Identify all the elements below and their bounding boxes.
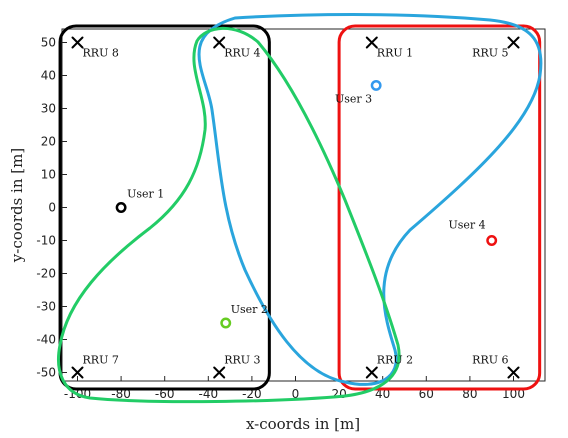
user-marker: User 1: [115, 188, 164, 213]
user-dot: [220, 317, 232, 329]
x-axis-label: x-coords in [m]: [246, 415, 360, 433]
rru-marker: RRU 3: [213, 354, 261, 379]
rru-marker: RRU 6: [472, 354, 520, 379]
rru-label: RRU 6: [472, 354, 508, 367]
user-label: User 1: [127, 188, 164, 201]
x-marker: [213, 366, 226, 379]
y-tick-label: 40: [41, 69, 56, 83]
x-tick-label: 20: [331, 387, 346, 401]
rru-marker: RRU 1: [365, 36, 413, 60]
x-marker: [507, 366, 520, 379]
user-dot: [486, 235, 498, 246]
user-label: User 3: [335, 92, 372, 105]
cluster-red-outline: [337, 24, 542, 391]
user-marker: User 4: [449, 219, 498, 246]
y-tick-label: -50: [36, 366, 56, 380]
y-tick-label: 50: [41, 36, 56, 50]
rru-label: RRU 1: [377, 47, 413, 60]
cluster-black-outline: [58, 24, 271, 391]
rru-label: RRU 3: [224, 354, 260, 367]
rru-marker: RRU 4: [213, 36, 261, 60]
x-marker: [71, 36, 84, 49]
y-tick-label: -30: [36, 300, 56, 314]
y-axis-label: y-coords in [m]: [8, 148, 26, 263]
rru-label: RRU 4: [224, 47, 260, 60]
user-dot: [370, 79, 382, 91]
y-tick-label: 0: [48, 201, 56, 215]
y-tick-label: 20: [41, 135, 56, 149]
x-marker: [213, 36, 226, 49]
y-tick-label: -20: [36, 267, 56, 281]
y-tick-label: 10: [41, 168, 56, 182]
rru-label: RRU 7: [83, 354, 119, 367]
rru-marker: RRU 5: [472, 36, 520, 60]
rru-marker: RRU 8: [71, 36, 119, 60]
plot-frame: [61, 28, 546, 382]
y-tick-label: -10: [36, 234, 56, 248]
cluster-green-outline: [57, 26, 401, 404]
user-label: User 4: [449, 219, 486, 232]
x-tick-label: 0: [292, 387, 300, 401]
user-label: User 2: [231, 303, 268, 316]
rru-label: RRU 5: [472, 47, 508, 60]
user-markers: User 1 User 2 User 3 User 4: [115, 79, 498, 329]
user-marker: User 2: [220, 303, 268, 329]
y-tick-label: -40: [36, 333, 56, 347]
rru-marker: RRU 2: [365, 354, 413, 379]
rru-label: RRU 2: [377, 354, 413, 367]
x-marker: [365, 366, 378, 379]
cluster-outlines: [57, 13, 543, 404]
x-marker: [71, 366, 84, 379]
x-marker: [507, 36, 520, 49]
x-marker: [365, 36, 378, 49]
user-marker: User 3: [335, 79, 382, 105]
user-dot: [115, 202, 127, 213]
rru-label: RRU 8: [83, 47, 119, 60]
rru-marker: RRU 7: [71, 354, 119, 379]
y-tick-label: 30: [41, 102, 56, 116]
rru-markers: RRU 1 RRU 2 RRU 3 RRU 4 RRU 5 RRU 6 RRU 7 RRU 8: [71, 36, 520, 379]
cluster-blue-outline: [197, 13, 543, 386]
